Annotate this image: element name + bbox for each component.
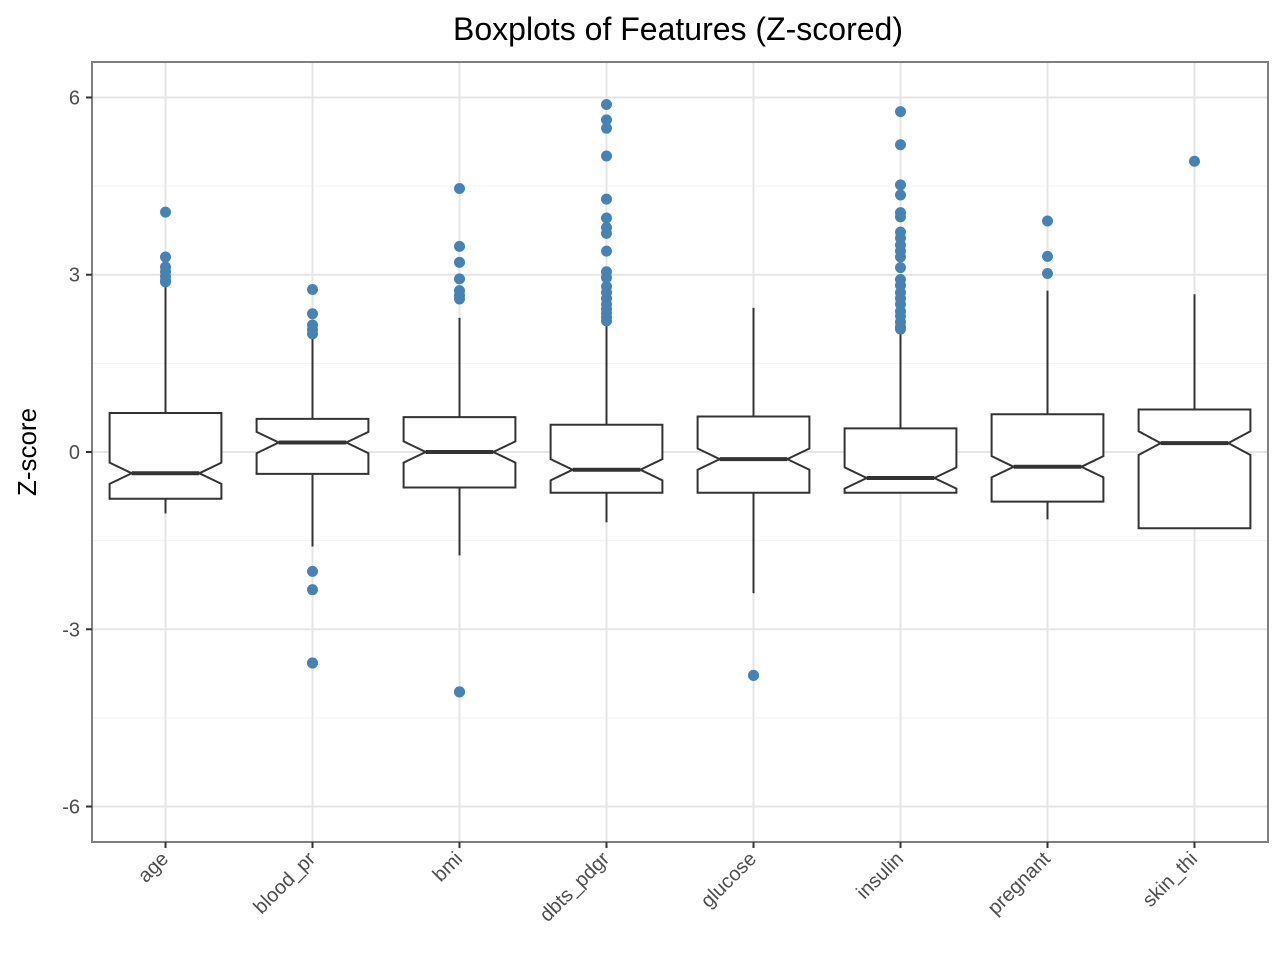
- x-tick-label: dbts_pdgr: [536, 848, 615, 927]
- outlier-point: [1189, 155, 1200, 167]
- outlier-point: [601, 245, 612, 257]
- outlier-point: [601, 315, 612, 327]
- y-tick-label: -6: [62, 797, 80, 819]
- outlier-point: [307, 284, 318, 295]
- outlier-point: [160, 206, 171, 218]
- box-insulin: [843, 330, 958, 494]
- outlier-point: [601, 227, 612, 239]
- outlier-point: [601, 122, 612, 134]
- outlier-point: [895, 323, 906, 335]
- axes: -6 -3 0 3 6 age blood_pr bmi dbts_pdgr glucose ins…: [62, 87, 1202, 926]
- outlier-point: [748, 669, 759, 681]
- outlier-point: [454, 273, 465, 285]
- outlier-point: [895, 189, 906, 201]
- outlier-point: [601, 114, 612, 126]
- x-tick-label: glucose: [697, 848, 761, 912]
- box-bmi: [402, 317, 517, 556]
- y-axis-label: Z-score: [12, 408, 42, 496]
- x-tick-label: skin_thi: [1139, 848, 1203, 912]
- y-tick-label: 0: [69, 442, 80, 464]
- x-tick-label: age: [134, 848, 173, 887]
- x-tick-label: insulin: [852, 848, 908, 904]
- y-tick-label: -3: [62, 619, 80, 641]
- y-tick-label: 6: [69, 87, 80, 109]
- outlier-point: [1042, 215, 1053, 227]
- outlier-point: [601, 193, 612, 205]
- outlier-point: [160, 275, 171, 287]
- outlier-point: [454, 240, 465, 252]
- box-pregnant: [990, 290, 1105, 520]
- box-dbts_pdgr: [549, 321, 664, 523]
- boxes: [108, 286, 1252, 594]
- outlier-point: [307, 584, 318, 596]
- x-tick-label: bmi: [429, 848, 467, 886]
- box-body: [1137, 408, 1252, 530]
- outlier-point: [454, 182, 465, 194]
- outlier-point: [307, 565, 318, 577]
- box-blood_pr: [255, 334, 370, 547]
- outlier-point: [895, 211, 906, 223]
- outlier-point: [895, 139, 906, 151]
- outlier-point: [307, 308, 318, 320]
- outlier-point: [895, 251, 906, 263]
- box-body: [990, 413, 1105, 503]
- y-tick-label: 3: [69, 265, 80, 287]
- box-age: [108, 286, 223, 514]
- box-body: [843, 427, 958, 494]
- outlier-point: [307, 657, 318, 669]
- outlier-point: [895, 179, 906, 191]
- box-glucose: [696, 307, 811, 594]
- box-body: [108, 412, 223, 500]
- outlier-point: [601, 272, 612, 284]
- outlier-point: [454, 256, 465, 268]
- box-body: [255, 417, 370, 475]
- outlier-point: [160, 251, 171, 263]
- outlier-point: [454, 293, 465, 305]
- outlier-point: [895, 106, 906, 118]
- box-body: [549, 423, 664, 494]
- x-tick-label: pregnant: [984, 848, 1056, 920]
- outlier-point: [307, 328, 318, 340]
- outlier-point: [895, 262, 906, 274]
- outlier-point: [1042, 268, 1053, 280]
- outliers: [160, 99, 1200, 698]
- outlier-point: [1042, 250, 1053, 262]
- outlier-point: [601, 150, 612, 162]
- outlier-point: [601, 99, 612, 111]
- box-body: [696, 415, 811, 494]
- box-skin_thi: [1137, 294, 1252, 530]
- outlier-point: [601, 212, 612, 224]
- outlier-point: [454, 686, 465, 698]
- x-tick-label: blood_pr: [249, 848, 320, 919]
- chart-title: Boxplots of Features (Z-scored): [453, 11, 903, 47]
